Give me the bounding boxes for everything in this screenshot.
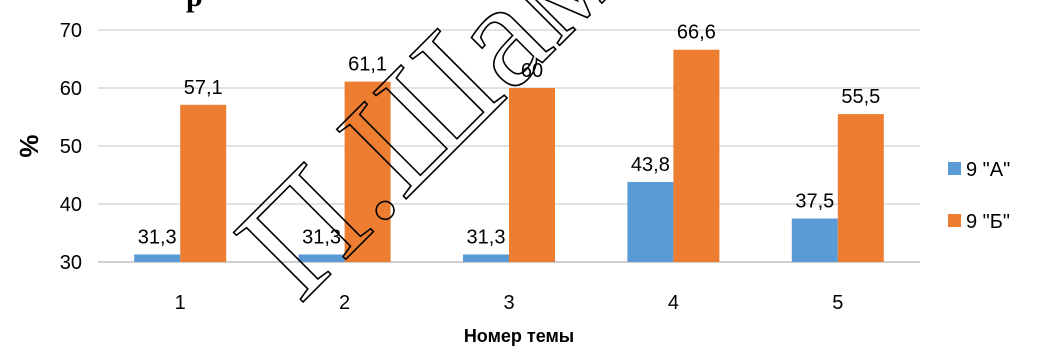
chart-title-fragment: р bbox=[186, 0, 203, 13]
legend-swatch-1 bbox=[948, 162, 961, 175]
data-label: 57,1 bbox=[184, 77, 223, 99]
bar-series-2-cat-2 bbox=[344, 81, 391, 263]
bar-series-1-cat-2 bbox=[298, 254, 345, 262]
legend-label-2: 9 "Б" bbox=[966, 211, 1010, 233]
bar-series-1-cat-3 bbox=[463, 254, 509, 262]
x-tick-label: 5 bbox=[832, 292, 843, 314]
y-axis-ticks: 30 40 50 60 70 bbox=[60, 20, 82, 274]
data-label: 31,3 bbox=[467, 226, 506, 248]
x-axis-ticks: 1 2 3 4 5 bbox=[175, 292, 844, 314]
y-tick-label: 30 bbox=[60, 252, 82, 274]
x-axis-title: Номер темы bbox=[464, 326, 574, 346]
x-tick-label: 2 bbox=[339, 292, 350, 314]
y-tick-label: 40 bbox=[60, 194, 82, 216]
y-tick-label: 60 bbox=[60, 78, 82, 100]
data-labels: 31,3 57,1 31,3 61,1 31,3 60 43,8 66,6 37,5 55,5 bbox=[138, 22, 881, 249]
bar-series-1-cat-1 bbox=[134, 254, 181, 262]
data-label: 66,6 bbox=[677, 22, 716, 44]
data-label: 61,1 bbox=[348, 54, 387, 76]
bar-series-2-cat-5 bbox=[837, 114, 884, 262]
bar-series-2-cat-4 bbox=[673, 49, 720, 262]
bars bbox=[134, 49, 884, 263]
x-tick-label: 1 bbox=[175, 292, 186, 314]
bar-series-1-cat-5 bbox=[791, 218, 838, 262]
data-label: 31,3 bbox=[302, 226, 341, 248]
y-tick-label: 70 bbox=[60, 20, 82, 42]
data-label: 60 bbox=[521, 60, 543, 82]
y-tick-label: 50 bbox=[60, 136, 82, 158]
bar-series-2-cat-3 bbox=[509, 88, 555, 262]
data-label: 43,8 bbox=[631, 154, 670, 176]
data-label: 55,5 bbox=[841, 86, 880, 108]
x-tick-label: 4 bbox=[668, 292, 679, 314]
bar-series-1-cat-4 bbox=[627, 181, 674, 262]
y-axis-title: % bbox=[14, 134, 44, 157]
data-label: 31,3 bbox=[138, 226, 177, 248]
bar-series-2-cat-1 bbox=[180, 104, 227, 262]
legend: 9 "А" 9 "Б" bbox=[948, 159, 1010, 233]
legend-label-1: 9 "А" bbox=[966, 159, 1010, 181]
data-label: 37,5 bbox=[795, 191, 834, 213]
legend-swatch-2 bbox=[948, 214, 961, 227]
x-tick-label: 3 bbox=[503, 292, 514, 314]
